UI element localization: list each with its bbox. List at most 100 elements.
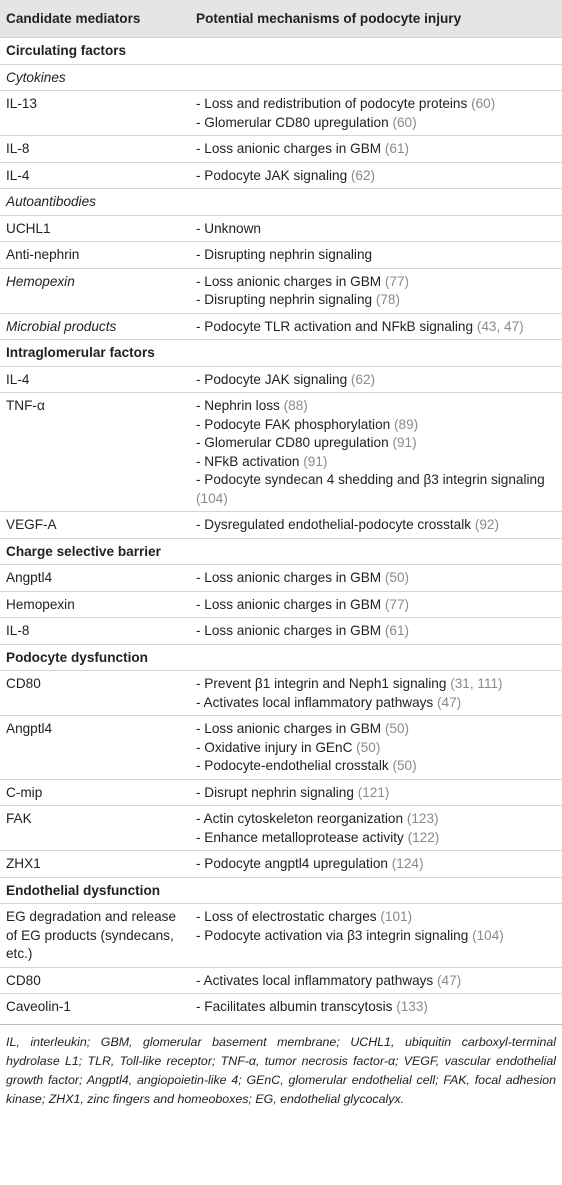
mechanism-line: - Loss anionic charges in GBM (77)	[196, 273, 558, 292]
reference: (50)	[392, 758, 417, 773]
header-cell: Candidate mediators	[0, 0, 190, 38]
reference: (61)	[384, 141, 410, 156]
mechanism-cell: - Loss anionic charges in GBM (50) - Oxid…	[190, 715, 562, 779]
subsection-heading: Cytokines	[0, 63, 562, 91]
mechanism-line: - Loss anionic charges in GBM (61)	[196, 622, 558, 641]
mechanism-text: - Loss anionic charges in GBM	[196, 141, 382, 156]
mechanism-line: - NFkB activation (91)	[196, 453, 558, 472]
table-row: CD80 - Prevent β1 integrin and Neph1 sign…	[0, 670, 562, 716]
mechanism-text: - Podocyte FAK phosphorylation	[196, 416, 391, 432]
mediator-cell: CD80	[0, 670, 190, 716]
reference: (133)	[396, 999, 428, 1014]
reference: (43, 47)	[476, 318, 524, 334]
mechanism-cell: - Podocyte JAK signaling (62)	[190, 161, 562, 189]
mechanism-text: - Prevent β1 integrin and Neph1 signalin…	[196, 676, 447, 691]
table-row: Microbial products - Podocyte TLR activat…	[0, 312, 562, 340]
mechanism-cell: - Loss anionic charges in GBM (50)	[190, 564, 562, 591]
mechanism-line: - Loss anionic charges in GBM (50)	[196, 569, 558, 588]
mechanism-cell: - Podocyte JAK signaling (62)	[190, 365, 562, 393]
table-row: CD80 - Activates local inflammatory pathw…	[0, 966, 562, 994]
reference: (50)	[356, 739, 381, 755]
mediator-cell: Hemopexin	[0, 267, 190, 313]
mechanism-text: - Loss anionic charges in GBM	[196, 721, 382, 736]
reference: (77)	[384, 273, 410, 289]
reference: (62)	[350, 167, 376, 183]
section-heading: Endothelial dysfunction	[0, 876, 562, 904]
mechanism-text: - Enhance metalloprotease activity	[196, 829, 404, 845]
mediator-cell: C-mip	[0, 778, 190, 806]
table-row: Circulating factors	[0, 37, 562, 64]
reference: (61)	[384, 623, 410, 638]
mechanism-text: - Podocyte-endothelial crosstalk	[196, 758, 389, 773]
reference: (50)	[384, 721, 410, 736]
table-row: UCHL1 - Unknown	[0, 214, 562, 242]
mediator-cell: IL-8	[0, 135, 190, 162]
table-row: Podocyte dysfunction	[0, 643, 562, 671]
mediator-cell: Anti-nephrin	[0, 241, 190, 268]
mechanism-text: - Dysregulated endothelial-podocyte cros…	[196, 517, 472, 532]
mechanism-cell: - Actin cytoskeleton reorganization (123…	[190, 805, 562, 851]
mechanism-line: - Dysregulated endothelial-podocyte cros…	[196, 516, 558, 535]
reference: (91)	[392, 435, 417, 450]
mechanism-line: - Podocyte JAK signaling (62)	[196, 167, 558, 186]
mediator-cell: TNF-α	[0, 392, 190, 512]
mechanism-cell: - Podocyte angptl4 upregulation (124)	[190, 850, 562, 877]
header-row: Candidate mediators Potential mechanisms…	[0, 0, 562, 38]
mediator-cell: VEGF-A	[0, 511, 190, 538]
table-row: Angptl4- Loss anionic charges in GBM (50…	[0, 715, 562, 779]
section-heading: Intraglomerular factors	[0, 339, 562, 366]
mechanism-text: - Loss and redistribution of podocyte pr…	[196, 96, 468, 111]
table-row: IL-8 - Loss anionic charges in GBM (61)	[0, 135, 562, 162]
mechanism-text: - Podocyte TLR activation and NFkB signa…	[196, 318, 474, 334]
table-row: IL-4 - Podocyte JAK signaling (62)	[0, 161, 562, 189]
table-row: IL-13 - Loss and redistribution of podocy…	[0, 90, 562, 136]
table-row: IL-4 - Podocyte JAK signaling (62)	[0, 365, 562, 393]
reference: (104)	[196, 490, 228, 506]
mechanism-line: - Activates local inflammatory pathways …	[196, 972, 558, 991]
mechanism-text: - Oxidative injury in GEnC	[196, 739, 353, 755]
mechanism-line: - Podocyte activation via β3 integrin si…	[196, 927, 558, 946]
table-row: ZHX1 - Podocyte angptl4 upregulation (124…	[0, 850, 562, 877]
mechanism-text: - Podocyte angptl4 upregulation	[196, 856, 388, 871]
table-row: Autoantibodies	[0, 188, 562, 215]
mechanism-text: - Podocyte JAK signaling	[196, 371, 348, 387]
mechanism-line: - Glomerular CD80 upregulation (60)	[196, 114, 558, 133]
mediator-cell: Angptl4	[0, 715, 190, 779]
reference: (62)	[350, 371, 376, 387]
reference: (104)	[472, 927, 504, 943]
mediator-cell: IL-13	[0, 90, 190, 136]
mechanism-line: - Loss and redistribution of podocyte pr…	[196, 95, 558, 114]
mechanism-text: - Podocyte JAK signaling	[196, 167, 348, 183]
mechanism-cell: - Loss anionic charges in GBM (77) - Disr…	[190, 267, 562, 313]
table-row: TNF-α - Nephrin loss (88) - Podocyte FAK p…	[0, 392, 562, 512]
reference: (47)	[437, 694, 462, 710]
mediator-cell: Microbial products	[0, 312, 190, 340]
mediator-cell: Caveolin-1	[0, 993, 190, 1020]
mechanism-text: - Disrupting nephrin signaling	[196, 292, 373, 307]
table-row: Cytokines	[0, 63, 562, 91]
mechanism-cell: - Loss anionic charges in GBM (77)	[190, 590, 562, 618]
reference: (88)	[283, 398, 308, 413]
mechanism-text: - Disrupting nephrin signaling	[196, 247, 373, 262]
mediators-table: Candidate mediators Potential mechanisms…	[0, 0, 562, 1020]
table-row: Angptl4- Loss anionic charges in GBM (50…	[0, 564, 562, 591]
mediator-cell: IL-4	[0, 161, 190, 189]
mechanism-cell: - Nephrin loss (88) - Podocyte FAK phosph…	[190, 392, 562, 512]
mechanism-text: - Facilitates albumin transcytosis	[196, 999, 393, 1014]
table-row: IL-8 - Loss anionic charges in GBM (61)	[0, 617, 562, 644]
mechanism-cell: - Unknown	[190, 214, 562, 242]
table-row: EG degradation and release of EG product…	[0, 903, 562, 967]
section-heading: Circulating factors	[0, 37, 562, 64]
mechanism-line: - Activates local inflammatory pathways …	[196, 694, 558, 713]
mediator-cell: ZHX1	[0, 850, 190, 877]
reference: (60)	[471, 96, 496, 111]
mechanism-line: - Nephrin loss (88)	[196, 397, 558, 416]
table-row: C-mip - Disrupt nephrin signaling (121)	[0, 778, 562, 806]
mechanism-text: - Podocyte syndecan 4 shedding and β3 in…	[196, 472, 545, 487]
reference: (78)	[375, 292, 401, 307]
table-row: Intraglomerular factors	[0, 339, 562, 366]
mechanism-text: - Actin cytoskeleton reorganization	[196, 811, 404, 826]
reference: (91)	[303, 453, 328, 469]
mechanism-text: - Unknown	[196, 220, 261, 236]
table-row: Charge selective barrier	[0, 537, 562, 565]
